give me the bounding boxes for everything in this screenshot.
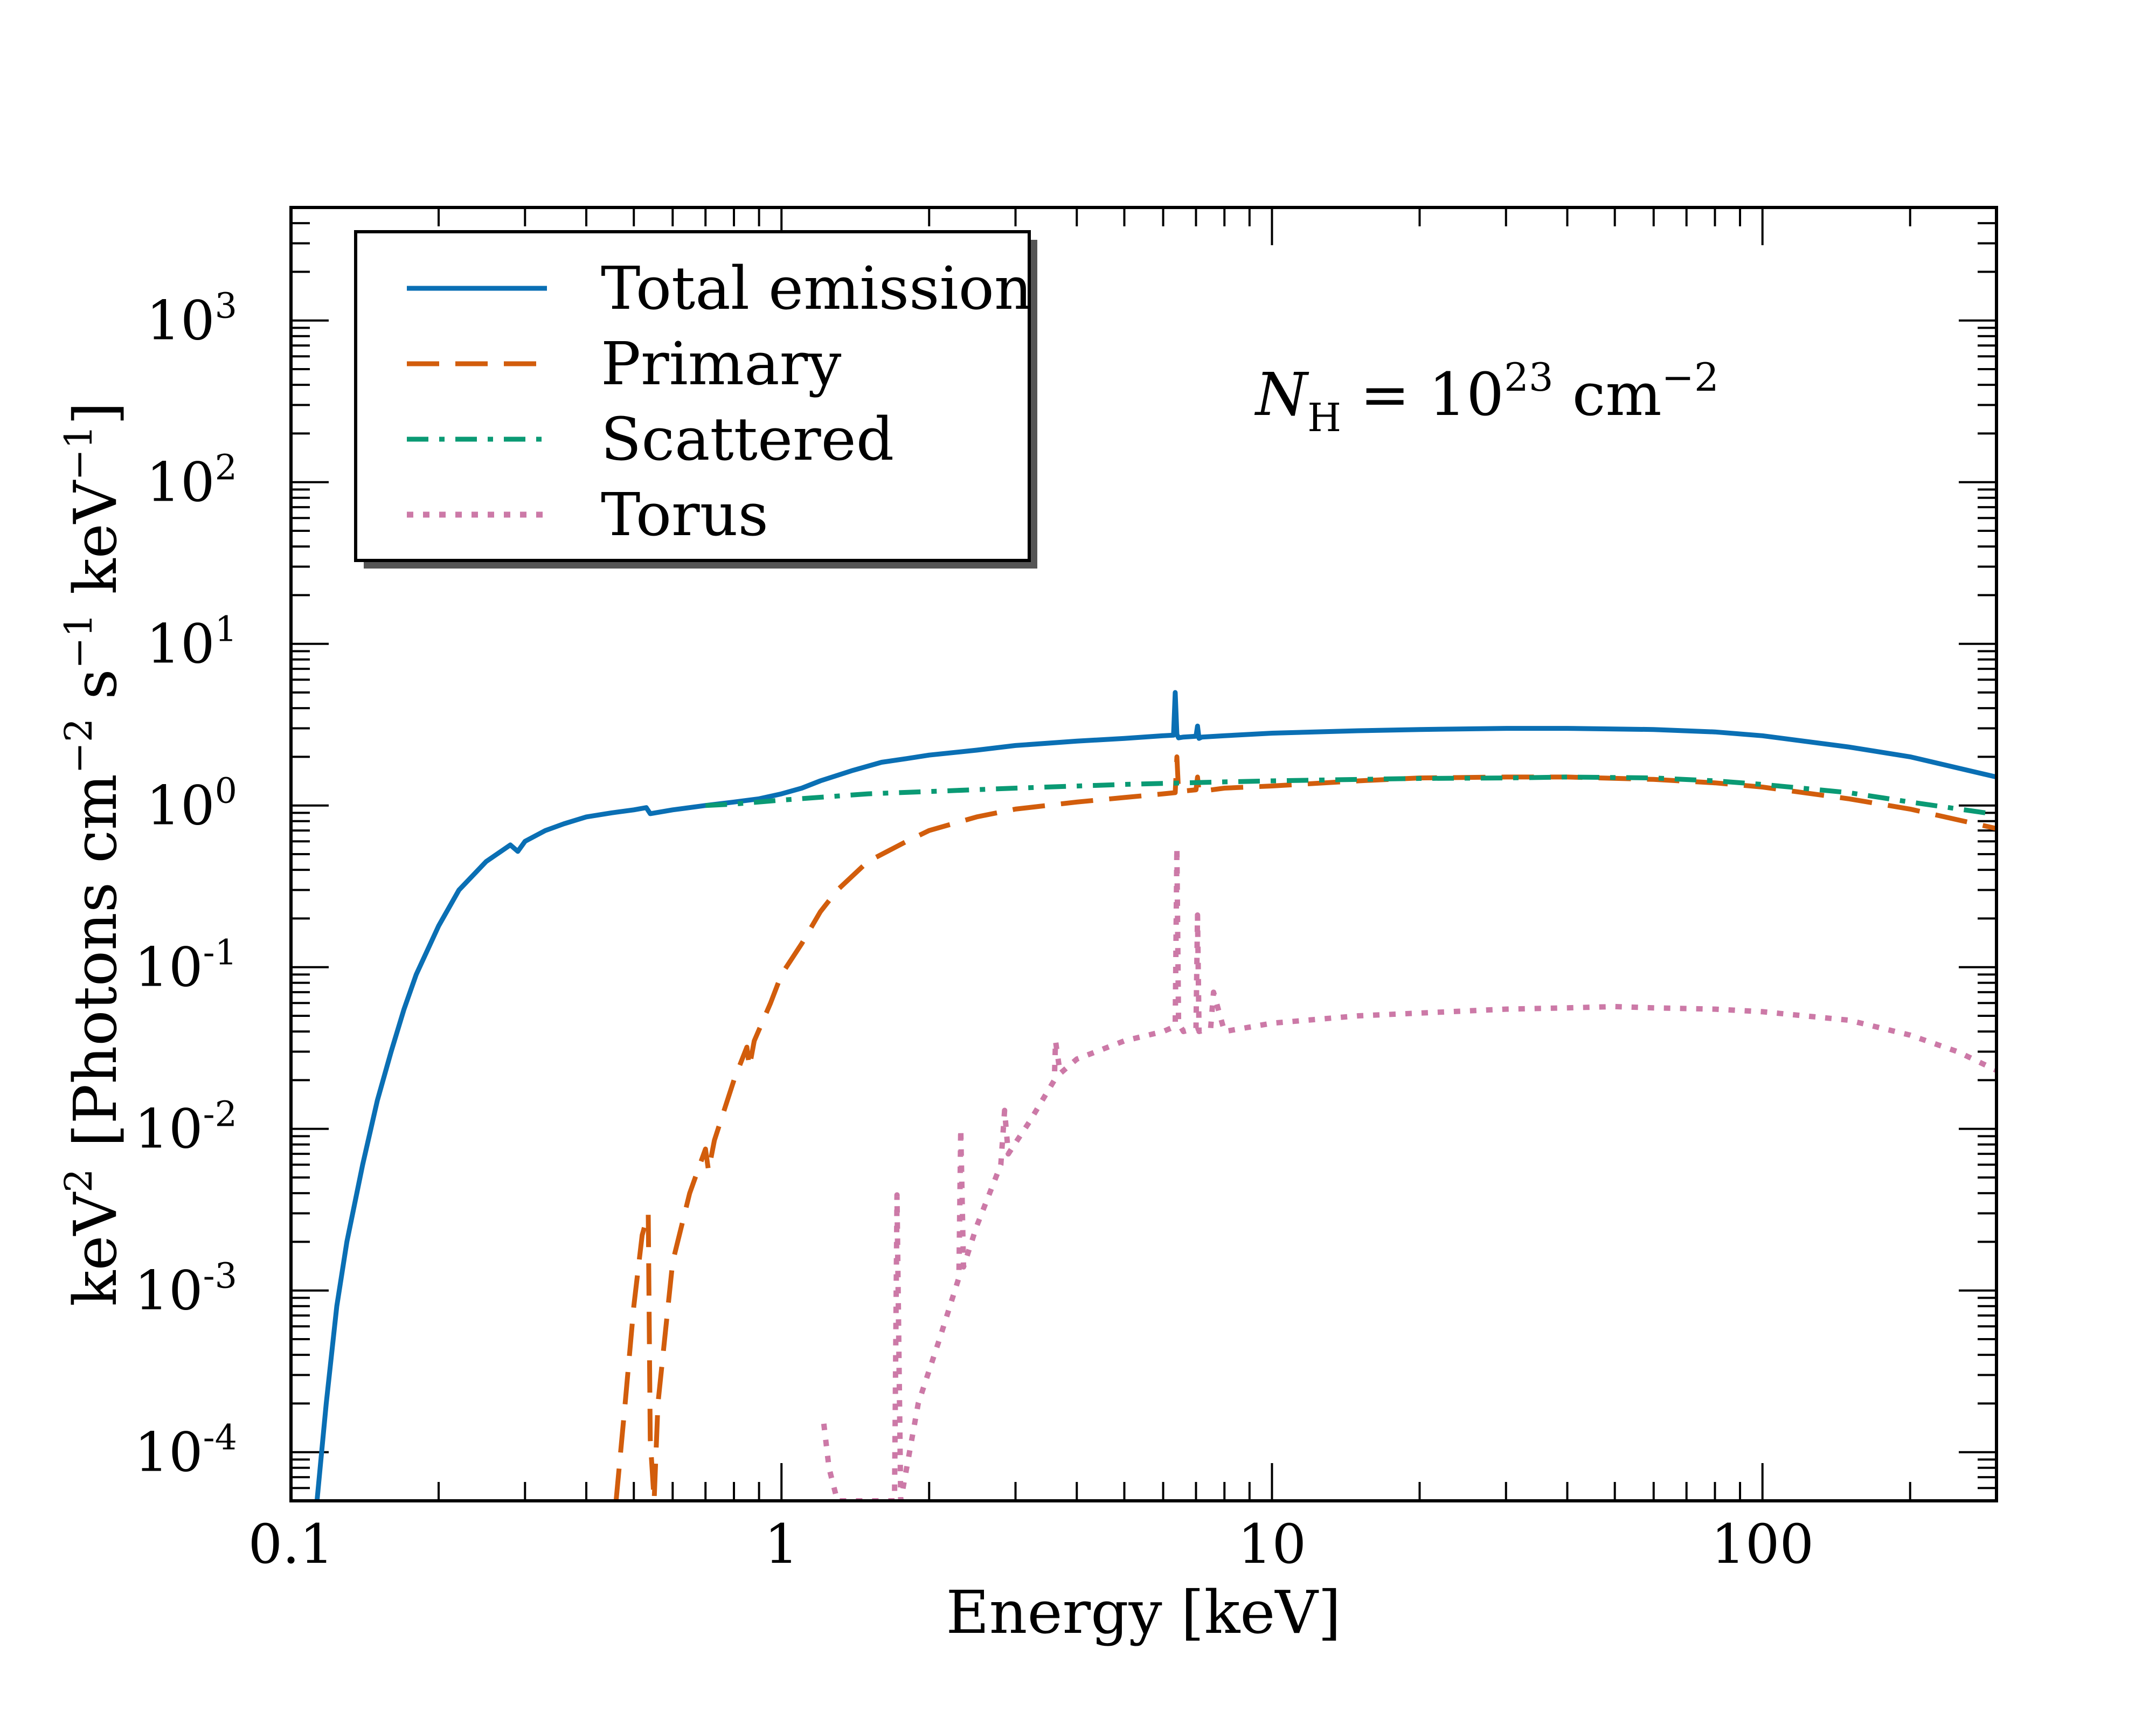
series-line-torus — [821, 844, 1996, 1501]
series-layer — [314, 690, 1996, 1501]
y-tick-label: 100 — [146, 771, 237, 837]
y-tick-label: 102 — [146, 448, 237, 514]
x-tick-labels: 0.1 1 10 100 — [248, 1513, 1814, 1576]
y-tick-label: 10-1 — [134, 933, 237, 999]
y-tick-label: 103 — [146, 286, 237, 352]
series-line-total-emission — [314, 690, 1996, 1501]
y-tick-label: 10-3 — [134, 1256, 237, 1322]
y-tick-label: 10-2 — [134, 1094, 237, 1161]
nh-annotation: NH = 1023 cm−2 — [1254, 355, 1719, 440]
x-tick-label: 100 — [1711, 1513, 1814, 1576]
legend-label-total-emission: Total emission — [601, 254, 1032, 323]
x-tick-label: 1 — [764, 1513, 799, 1576]
x-axis-title: Energy [keV] — [946, 1578, 1341, 1647]
y-tick-labels: 10-4 10-3 10-2 10-1 100 101 102 103 — [134, 286, 237, 1484]
y-axis-title: keV2[Photons cm−2 s−1 keV−1] — [57, 402, 130, 1306]
legend-label-torus: Torus — [601, 480, 768, 549]
x-tick-label: 10 — [1238, 1513, 1306, 1576]
y-tick-label: 10-4 — [134, 1418, 237, 1484]
axis-ticks — [290, 206, 1998, 1502]
legend-label-scattered: Scattered — [601, 405, 894, 474]
series-line-scattered — [705, 774, 1996, 817]
plot-frame — [289, 206, 1998, 1502]
y-tick-label: 101 — [146, 609, 237, 676]
x-tick-label: 0.1 — [248, 1513, 334, 1576]
legend-label-primary: Primary — [601, 329, 841, 398]
